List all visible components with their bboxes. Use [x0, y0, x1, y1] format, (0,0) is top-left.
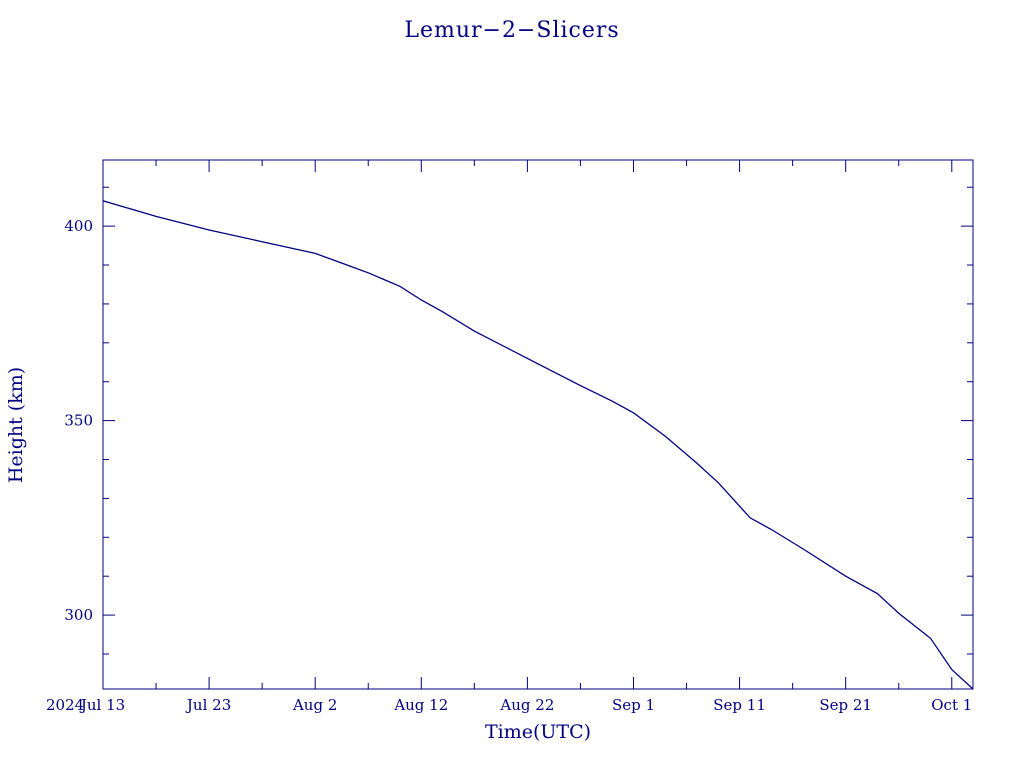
y-tick-label: 400 [64, 217, 93, 235]
x-tick-label: Aug 22 [499, 696, 554, 714]
x-tick-label: Sep 11 [713, 696, 766, 714]
x-tick-label: Sep 1 [612, 696, 655, 714]
x-tick-label: Jul 23 [185, 696, 231, 714]
y-axis-ticks [103, 186, 973, 655]
x-tick-label: Jul 13 [79, 696, 125, 714]
x-axis-ticks [102, 160, 953, 689]
x-tick-label: Oct 1 [931, 696, 972, 714]
x-tick-label: Sep 21 [819, 696, 872, 714]
y-axis-tick-labels: 300 350 400 [64, 217, 93, 624]
chart-title: Lemur−2−Slicers [404, 18, 619, 43]
x-year-label: 2024 [46, 696, 84, 714]
x-tick-label: Aug 12 [393, 696, 448, 714]
y-axis-label: Height (km) [5, 367, 27, 483]
x-axis-label: Time(UTC) [485, 721, 591, 743]
y-tick-label: 300 [64, 606, 93, 624]
x-tick-label: Aug 2 [292, 696, 337, 714]
y-tick-label: 350 [64, 412, 93, 430]
x-axis-tick-labels: Jul 13 Jul 23 Aug 2 Aug 12 Aug 22 Sep 1 Sep 11… [79, 696, 972, 714]
plot-frame [102, 159, 974, 690]
series-line [103, 200, 973, 689]
